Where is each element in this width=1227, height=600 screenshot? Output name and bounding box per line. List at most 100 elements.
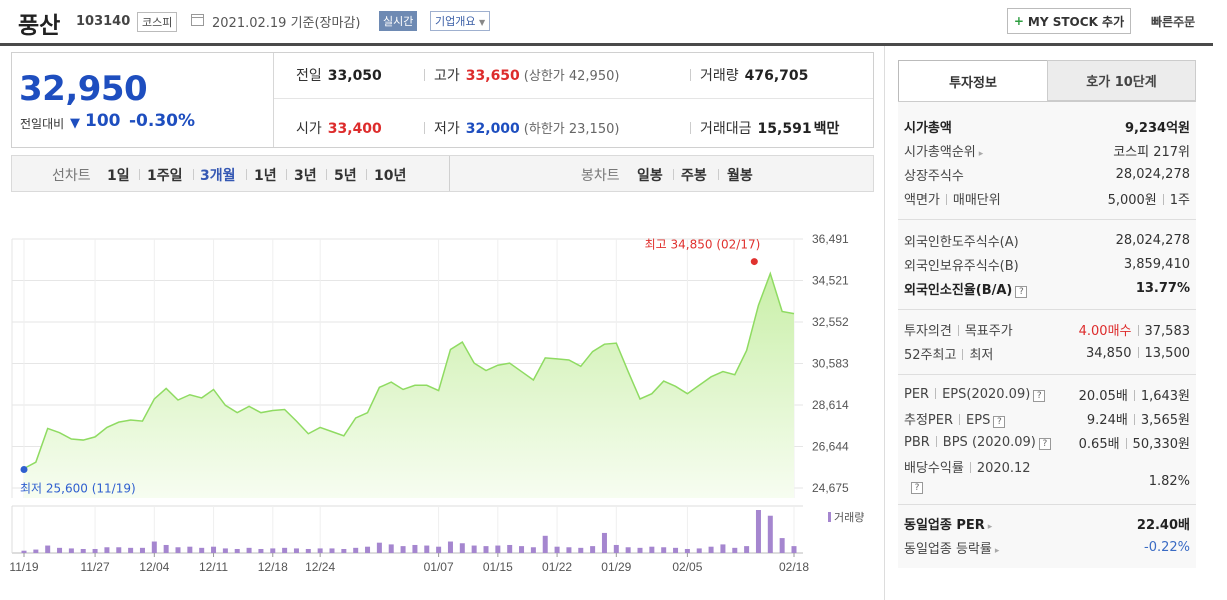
foreign-ratio-value: 13.77% [1135,280,1190,296]
foreign-ratio-row: 외국인소진율(B/A)? 13.77% [904,278,1190,298]
volume-bar [305,548,311,553]
amount-value: 15,591 [757,121,812,137]
x-tick-label: 01/07 [424,560,454,574]
realtime-button[interactable]: 실시간 [379,11,418,31]
market-cap-label: 시가총액 [904,120,952,136]
volume-bar [270,548,276,553]
divider [193,169,194,180]
volume-bar [530,547,536,553]
w52-row: 52주최고 최저 34,850 13,500 [904,343,1190,363]
dividend-label: 배당수익률 [904,460,964,476]
volume-bar [720,544,726,553]
bps-label: BPS (2020.09) [942,434,1036,450]
period-tab-1w[interactable]: 1주일 [147,168,183,184]
prev-close-value: 33,050 [327,68,382,84]
y-tick-label: 36,491 [812,232,849,246]
min-annotation: 최저 25,600 (11/19) [20,482,136,496]
stock-name: 풍산 [18,13,61,39]
volume-bar [412,544,418,553]
volume-bar [353,547,359,553]
volume-bar [459,543,465,553]
foreign-ratio-label: 외국인소진율(B/A) [904,282,1013,298]
stock-header: 풍산 103140 코스피 2021.02.19 기준(장마감) 실시간 기업개… [0,0,1213,46]
trade-amount: 거래대금 15,591 백만 [700,118,839,138]
volume-bar [744,546,750,553]
x-tick-label: 12/18 [258,560,288,574]
chevron-right-icon[interactable]: ▸ [978,148,984,159]
amount-unit: 백만 [813,121,840,137]
candle-tab-weekly[interactable]: 주봉 [681,168,707,184]
chevron-right-icon[interactable]: ▸ [994,545,1000,556]
volume-bar [187,546,193,553]
help-icon[interactable]: ? [1033,389,1046,402]
industry-per-value: 22.40배 [1136,517,1190,533]
x-tick-label: 11/27 [81,560,110,574]
divider [690,69,691,81]
cap-rank-value: 코스피 217위 [1113,144,1190,160]
volume-bar [483,546,489,553]
volume-bar [507,544,513,553]
volume-bar [578,547,584,553]
volume-bar [424,545,430,553]
volume-label: 거래량 [700,68,739,84]
market-badge: 코스피 [137,12,178,32]
eps-value: 1,643원 [1140,388,1190,404]
volume-bar [519,546,525,553]
opinion-row: 투자의견 목표주가 4.00매수 37,583 [904,319,1190,339]
max-marker [750,258,758,266]
low-value: 32,000 [465,121,520,137]
help-icon[interactable]: ? [1015,285,1028,298]
foreign-limit-value: 28,024,278 [1115,232,1190,248]
volume-bar [388,544,394,553]
per-row: PER EPS(2020.09)? 20.05배 1,643원 [904,384,1190,404]
y-tick-label: 30,583 [812,357,849,371]
x-tick-label: 12/11 [199,560,228,574]
volume-bar [199,547,205,553]
open-value: 33,400 [327,121,382,137]
y-tick-label: 26,644 [812,440,849,454]
chevron-right-icon[interactable]: ▸ [987,521,993,532]
tab-order-book[interactable]: 호가 10단계 [1047,60,1196,101]
help-icon[interactable]: ? [1038,437,1051,450]
x-tick-label: 01/15 [483,560,513,574]
period-tab-3y[interactable]: 3년 [294,168,317,184]
period-tab-10y[interactable]: 10년 [374,168,407,184]
period-tab-1d[interactable]: 1일 [107,168,130,184]
company-info-dropdown[interactable]: 기업개요 ▼ [430,11,491,31]
volume-bar [258,548,264,553]
volume-bar [613,544,619,553]
w52-high-value: 34,850 [1086,345,1132,361]
volume-bar [779,538,785,553]
candle-tab-daily[interactable]: 일봉 [637,168,663,184]
volume-bar [542,535,548,553]
period-tab-3m[interactable]: 3개월 [200,168,236,184]
volume-bar [341,548,347,553]
divider [424,122,425,134]
add-mystock-button[interactable]: + MY STOCK 추가 [1007,8,1131,34]
help-icon[interactable]: ? [993,415,1006,428]
eper-row: 추정PER EPS? 9.24배 3,565원 [904,408,1190,428]
volume-bar [755,510,761,553]
y-tick-label: 24,675 [812,481,849,495]
volume-bar [447,541,453,553]
volume-bar [495,545,501,553]
min-marker [20,466,28,474]
period-tab-5y[interactable]: 5년 [334,168,357,184]
volume-bar [329,548,335,553]
x-tick-label: 12/04 [139,560,169,574]
chart-tab-bar: 선차트 1일 1주일 3개월 1년 3년 5년 10년 봉차트 일봉 주봉 월봉 [11,155,874,192]
divider [326,169,327,180]
price-chart: 36,491 34,521 32,552 30,583 28,614 26,644 24,6… [9,232,864,574]
foreign-hold-label: 외국인보유주식수(B) [904,258,1019,274]
quick-order-link[interactable]: 빠른주문 [1151,15,1196,29]
volume-bar [400,546,406,553]
candle-tab-monthly[interactable]: 월봉 [727,168,753,184]
period-tab-1y[interactable]: 1년 [254,168,277,184]
help-icon[interactable]: ? [911,482,923,494]
volume-bar [163,544,169,553]
x-tick-label: 02/18 [779,560,809,574]
volume-bar [436,546,442,553]
tab-investment-info[interactable]: 투자정보 [898,60,1048,101]
pbr-value: 0.65배 [1078,436,1120,452]
market-cap-value: 9,234억원 [1124,120,1190,136]
